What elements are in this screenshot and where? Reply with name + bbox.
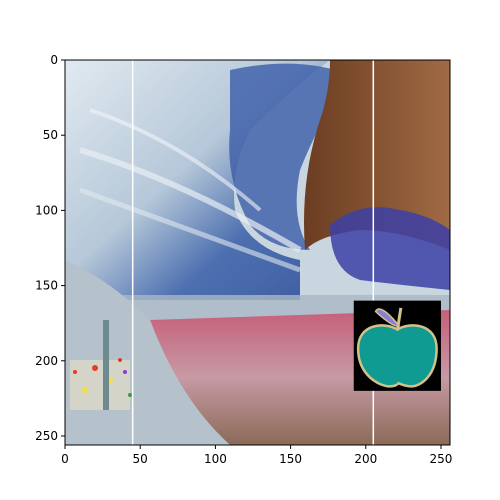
x-tick-label: 100	[204, 452, 227, 466]
x-tick-label: 50	[133, 452, 148, 466]
foreground-speckles	[70, 358, 132, 410]
y-axis: 0 50 100 150 200 250	[35, 53, 65, 443]
tree-trunk	[103, 320, 109, 410]
wave-streak	[89, 108, 262, 212]
x-axis: 0 50 100 150 200 250	[61, 445, 452, 466]
foliage	[330, 207, 450, 290]
y-tick-label: 50	[43, 128, 58, 142]
y-tick-label: 150	[35, 279, 58, 293]
apple-icon	[356, 324, 438, 388]
x-tick-label: 250	[430, 452, 453, 466]
image-content	[65, 60, 450, 445]
apple-inset	[353, 300, 441, 391]
y-tick-label: 0	[50, 53, 58, 67]
wave-streak	[79, 187, 301, 273]
y-tick-label: 100	[35, 203, 58, 217]
y-tick-label: 200	[35, 354, 58, 368]
x-tick-label: 150	[279, 452, 302, 466]
x-tick-label: 0	[61, 452, 69, 466]
wave-region	[65, 60, 330, 300]
y-tick-label: 250	[35, 429, 58, 443]
wave-crest	[229, 63, 350, 250]
wave-streak	[79, 147, 302, 253]
x-tick-label: 200	[354, 452, 377, 466]
plot-frame	[64, 59, 451, 446]
rock-cliff	[304, 60, 450, 250]
apple-leaf	[374, 308, 401, 327]
